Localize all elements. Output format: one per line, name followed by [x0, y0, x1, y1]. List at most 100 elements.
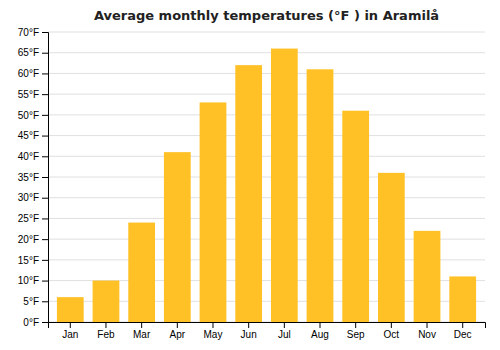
- tick-label: 15°F: [18, 255, 39, 266]
- tick-label: Apr: [170, 329, 186, 340]
- bar: [449, 276, 476, 322]
- y-tick: 40°F: [18, 151, 48, 162]
- y-tick: 15°F: [18, 255, 48, 266]
- title: Average monthly temperatures (°F ) in Ar…: [94, 8, 439, 23]
- tick-mark: [42, 156, 48, 157]
- tick-mark: [141, 322, 142, 328]
- bar: [235, 65, 262, 322]
- tick-mark: [42, 53, 48, 54]
- tick-mark: [70, 322, 71, 328]
- y-tick: 45°F: [18, 130, 48, 141]
- grid-line: [48, 52, 485, 53]
- tick-mark: [212, 322, 213, 328]
- y-tick: 60°F: [18, 68, 48, 79]
- grid: [48, 32, 485, 322]
- chart-container: Jan Feb Mar Apr May Jun Jul Aug Sep Oct Nov Dec 0°F 5…: [0, 0, 500, 350]
- bar: [57, 297, 84, 322]
- grid-line: [48, 94, 485, 95]
- tick-mark: [42, 73, 48, 74]
- y-tick: 5°F: [23, 296, 48, 307]
- tick-label: May: [204, 329, 223, 340]
- tick-label: Mar: [133, 329, 151, 340]
- tick-label: Sep: [347, 329, 365, 340]
- tick-label: 20°F: [18, 234, 39, 245]
- plot-area: Jan Feb Mar Apr May Jun Jul Aug Sep Oct Nov Dec 0°F 5…: [18, 27, 486, 340]
- tick-mark: [462, 322, 463, 328]
- tick-label: 65°F: [18, 47, 39, 58]
- tick-label: 45°F: [18, 130, 39, 141]
- tick-mark: [42, 32, 48, 33]
- tick-label: Jan: [62, 329, 78, 340]
- tick-label: 35°F: [18, 172, 39, 183]
- y-tick: 35°F: [18, 172, 48, 183]
- tick-mark: [42, 94, 48, 95]
- tick-label: 30°F: [18, 192, 39, 203]
- y-tick: 65°F: [18, 47, 48, 58]
- grid-line: [48, 73, 485, 74]
- y-tick: 25°F: [18, 213, 48, 224]
- bar: [378, 173, 405, 322]
- grid-line: [48, 197, 485, 198]
- tick-label: 40°F: [18, 151, 39, 162]
- tick-label: Aug: [311, 329, 329, 340]
- axis-line: [42, 33, 49, 323]
- grid-line: [48, 135, 485, 136]
- tick-label: 5°F: [23, 296, 39, 307]
- x-tick: Jul: [278, 322, 291, 340]
- x-tick: Apr: [170, 322, 186, 340]
- x-tick: Oct: [384, 322, 400, 340]
- tick-mark: [42, 136, 48, 137]
- bar: [128, 223, 155, 322]
- y-tick: 55°F: [18, 89, 48, 100]
- tick-label: 55°F: [18, 89, 39, 100]
- y-axis: 0°F 5°F 10°F 15°F 20°F 25°F 30°F 35°F 40°F 45°F 50…: [18, 27, 49, 328]
- x-tick: Jan: [62, 322, 78, 340]
- tick-label: Jul: [278, 329, 291, 340]
- bar: [342, 111, 369, 322]
- grid-line: [48, 114, 485, 115]
- x-tick: Dec: [454, 322, 472, 340]
- x-tick: Nov: [418, 322, 436, 340]
- tick-mark: [42, 198, 48, 199]
- bar: [93, 281, 120, 322]
- tick-mark: [427, 322, 428, 328]
- tick-label: Feb: [97, 329, 115, 340]
- x-tick: Feb: [97, 322, 115, 340]
- y-tick: 10°F: [18, 275, 48, 286]
- tick-mark: [177, 322, 178, 328]
- y-tick: 30°F: [18, 192, 48, 203]
- tick-mark: [42, 281, 48, 282]
- y-tick: 20°F: [18, 234, 48, 245]
- tick-mark: [284, 322, 285, 328]
- tick-label: Jun: [241, 329, 257, 340]
- tick-label: 70°F: [18, 27, 39, 38]
- grid-line: [48, 156, 485, 157]
- bar: [271, 49, 298, 322]
- grid-line: [48, 177, 485, 178]
- tick-mark: [42, 260, 48, 261]
- tick-mark: [320, 322, 321, 328]
- tick-mark: [42, 115, 48, 116]
- y-tick: 0°F: [23, 317, 48, 328]
- tick-mark: [248, 322, 249, 328]
- tick-label: 60°F: [18, 68, 39, 79]
- tick-mark: [42, 322, 48, 323]
- x-tick: Sep: [347, 322, 365, 340]
- tick-label: Nov: [418, 329, 436, 340]
- tick-mark: [105, 322, 106, 328]
- y-tick: 70°F: [18, 27, 48, 38]
- tick-mark: [42, 218, 48, 219]
- chart-svg: Jan Feb Mar Apr May Jun Jul Aug Sep Oct Nov Dec 0°F 5…: [0, 0, 500, 350]
- tick-label: 25°F: [18, 213, 39, 224]
- x-axis: Jan Feb Mar Apr May Jun Jul Aug Sep Oct Nov Dec: [49, 322, 486, 340]
- x-tick: Jun: [241, 322, 257, 340]
- tick-mark: [391, 322, 392, 328]
- tick-label: 50°F: [18, 110, 39, 121]
- axis-line: [49, 323, 486, 329]
- tick-label: 10°F: [18, 275, 39, 286]
- bars: [57, 49, 476, 322]
- tick-mark: [42, 239, 48, 240]
- bar: [164, 152, 191, 322]
- x-tick: May: [204, 322, 223, 340]
- tick-mark: [355, 322, 356, 328]
